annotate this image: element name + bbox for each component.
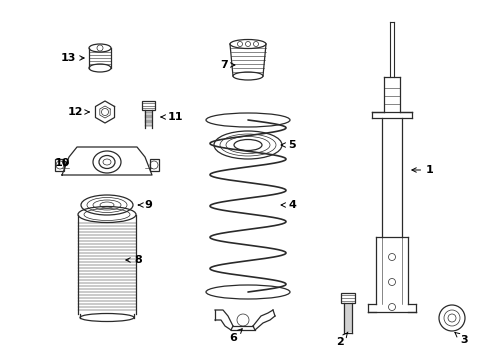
Text: 2: 2	[335, 332, 347, 347]
Text: 9: 9	[138, 200, 152, 210]
Text: 13: 13	[60, 53, 84, 63]
Text: 11: 11	[161, 112, 183, 122]
Text: 5: 5	[281, 140, 295, 150]
Text: 1: 1	[411, 165, 433, 175]
Bar	[141, 101, 154, 110]
Text: 7: 7	[220, 60, 234, 70]
Bar	[55, 159, 64, 171]
Bar	[150, 159, 159, 171]
Text: 10: 10	[54, 158, 70, 168]
Text: 6: 6	[228, 329, 242, 343]
Text: 3: 3	[454, 332, 467, 345]
Text: 4: 4	[281, 200, 295, 210]
Bar	[340, 293, 354, 303]
Text: 8: 8	[125, 255, 142, 265]
Text: 12: 12	[67, 107, 89, 117]
